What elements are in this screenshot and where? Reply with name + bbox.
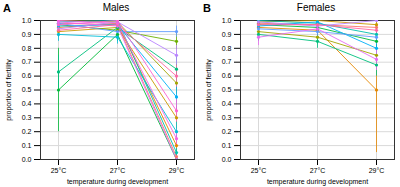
svg-text:0.7: 0.7 [222, 58, 232, 65]
svg-text:0.8: 0.8 [22, 45, 32, 52]
svg-text:27°C: 27°C [110, 167, 126, 174]
svg-text:0.3: 0.3 [22, 114, 32, 121]
svg-text:0.4: 0.4 [222, 100, 232, 107]
svg-text:temperature during development: temperature during development [67, 178, 168, 186]
svg-text:0.7: 0.7 [22, 58, 32, 65]
svg-text:0.8: 0.8 [222, 45, 232, 52]
html-text:B: B [203, 2, 211, 14]
svg-text:25°C: 25°C [251, 167, 267, 174]
svg-text:0.0: 0.0 [222, 156, 232, 163]
svg-text:temperature during development: temperature during development [267, 178, 368, 186]
svg-text:0.0: 0.0 [22, 156, 32, 163]
svg-text:29°C: 29°C [369, 167, 385, 174]
svg-text:0.2: 0.2 [22, 128, 32, 135]
html-text:Females: Females [296, 2, 336, 13]
html-text:A: A [3, 2, 11, 14]
svg-text:0.2: 0.2 [222, 128, 232, 135]
svg-text:0.9: 0.9 [222, 31, 232, 38]
svg-text:0.3: 0.3 [222, 114, 232, 121]
html-text:Males: Males [102, 2, 130, 13]
svg-text:proportion of fertility: proportion of fertility [205, 59, 213, 121]
svg-text:proportion of fertility: proportion of fertility [5, 59, 13, 121]
svg-text:0.4: 0.4 [22, 100, 32, 107]
svg-text:1.0: 1.0 [22, 17, 32, 24]
svg-text:27°C: 27°C [310, 167, 326, 174]
svg-text:0.5: 0.5 [22, 86, 32, 93]
svg-text:0.5: 0.5 [222, 86, 232, 93]
svg-text:0.1: 0.1 [22, 142, 32, 149]
svg-text:29°C: 29°C [169, 167, 185, 174]
svg-text:1.0: 1.0 [222, 17, 232, 24]
svg-text:0.6: 0.6 [22, 72, 32, 79]
svg-text:0.6: 0.6 [222, 72, 232, 79]
svg-text:0.9: 0.9 [22, 31, 32, 38]
svg-text:25°C: 25°C [51, 167, 67, 174]
svg-text:0.1: 0.1 [222, 142, 232, 149]
